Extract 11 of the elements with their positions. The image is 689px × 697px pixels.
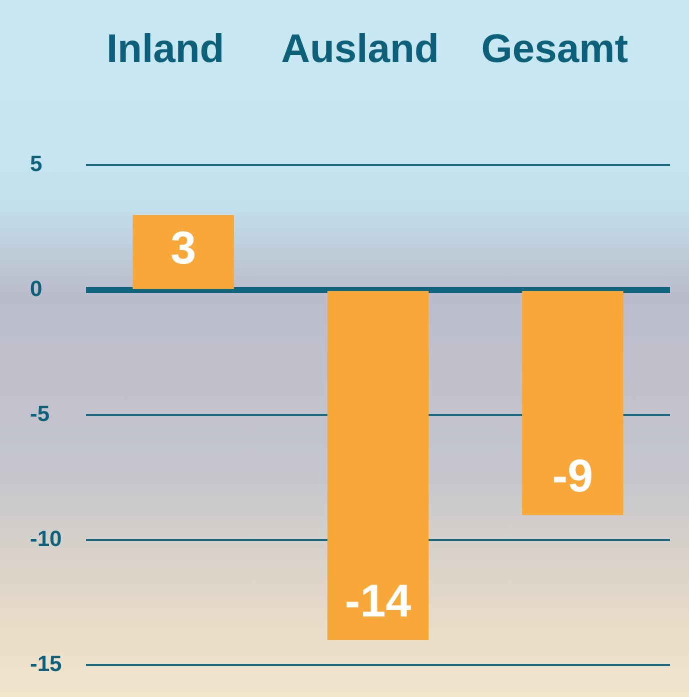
y-tick-label: -15 (30, 651, 62, 676)
x-tick-label: Gesamt (481, 27, 628, 72)
y-tick-label: 5 (30, 151, 42, 176)
x-tick-label: Inland (106, 27, 224, 72)
data-label: -9 (552, 450, 594, 502)
data-label: 3 (170, 222, 196, 274)
x-tick-label: Ausland (281, 27, 439, 72)
y-tick-label: 0 (30, 276, 42, 302)
data-label: -14 (344, 574, 412, 627)
y-tick-label: -10 (30, 526, 62, 552)
y-tick-label: -5 (30, 401, 50, 426)
